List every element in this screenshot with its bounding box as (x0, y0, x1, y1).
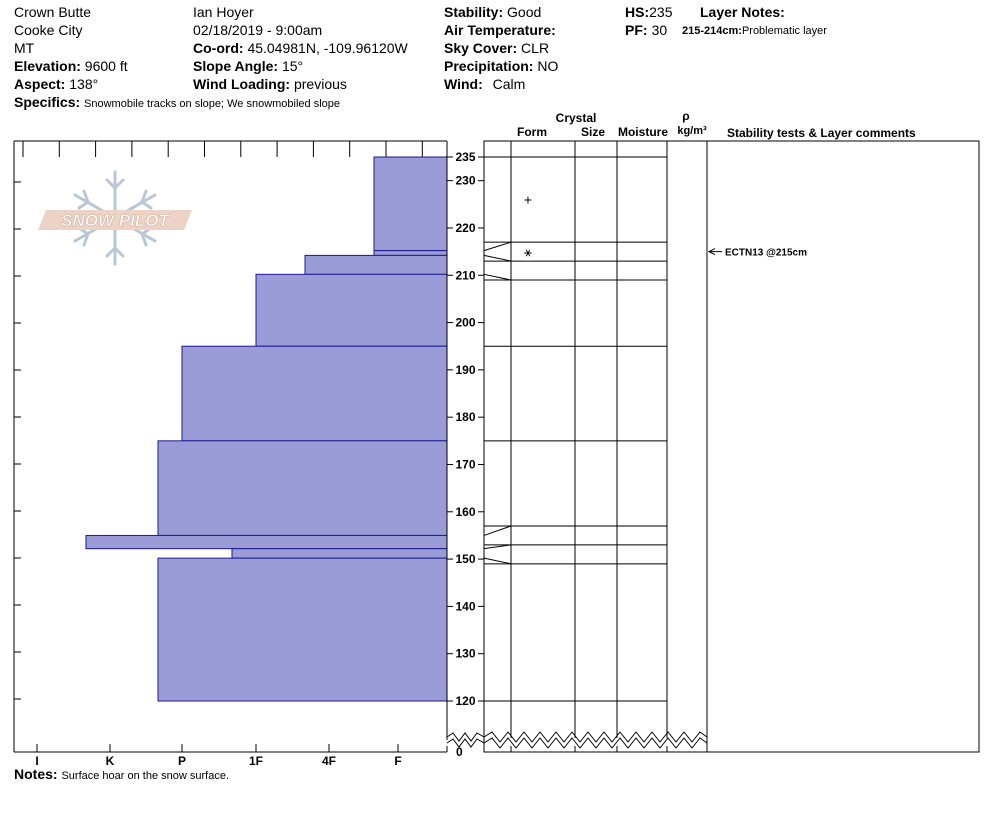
hardness-bar (373, 250, 448, 256)
precip-value: NO (537, 58, 559, 74)
pf-row: PF: 30 (625, 22, 668, 38)
aspect-row: Aspect: 138° (14, 76, 99, 92)
stability-test-annotation: ECTN13 @215cm (707, 248, 807, 259)
crystal-table (483, 140, 980, 753)
pf-value: 30 (651, 22, 668, 38)
layer-connector (483, 254, 512, 262)
pit-info: HS:235 PF: 30 (625, 3, 672, 39)
form-header: Form (517, 125, 547, 139)
layer-connector (483, 544, 512, 550)
stability-row: Stability: Good (444, 4, 542, 20)
hardness-tick-label: I (35, 754, 38, 768)
observation-datetime: 02/18/2019 - 9:00am (193, 22, 323, 38)
hardness-graph: I K P 1F 4F F (13, 140, 448, 768)
snowpilot-logo-text: SNOW PILOT (61, 211, 170, 230)
layer-connector (483, 525, 512, 536)
layer-connector (483, 273, 512, 281)
moisture-header: Moisture (618, 125, 668, 139)
hardness-bar (255, 273, 448, 347)
height-tick-label: 210 (455, 268, 475, 282)
precip-row: Precipitation: NO (444, 58, 559, 74)
layer-connector (483, 557, 512, 565)
air-temp-row: Air Temperature: (444, 22, 556, 38)
hardness-bar (304, 254, 448, 275)
hardness-tick-label: 1F (249, 754, 263, 768)
hardness-bar (231, 548, 448, 559)
state: MT (14, 40, 35, 56)
location-name: Crown Butte (14, 4, 92, 20)
coord-row: Co-ord: 45.04981N, -109.96120W (193, 40, 408, 56)
height-tick-label: 220 (455, 221, 475, 235)
range-name: Cooke City (14, 22, 83, 38)
height-tick-label: 235 (455, 150, 475, 164)
site-info: Crown Butte Cooke City MT Elevation: 960… (14, 3, 340, 113)
precipitation-particle-icon: + (524, 192, 532, 208)
elevation-value: 9600 ft (84, 58, 128, 74)
hardness-tick-label: P (178, 754, 186, 768)
height-tick-label: 180 (455, 410, 475, 424)
specifics-row: Specifics: Snowmobile tracks on slope; W… (14, 94, 341, 110)
height-tick-label: 120 (455, 694, 475, 708)
height-axis: 120130140150160170180190200210220230235 … (446, 141, 485, 759)
layer-note-range: 215-214cm: (682, 25, 742, 37)
hardness-tick-label: 4F (322, 754, 336, 768)
crystal-symbols: + ⚹ (524, 192, 532, 260)
sky-value: CLR (521, 40, 550, 56)
height-tick-label: 200 (455, 316, 475, 330)
arrow-icon (707, 248, 722, 256)
observer-name: Ian Hoyer (193, 4, 254, 20)
stability-value: Good (507, 4, 542, 20)
weather-info: Stability: Good Air Temperature: Sky Cov… (444, 3, 558, 93)
stability-test-label: ECTN13 @215cm (725, 248, 807, 259)
wind-loading-row: Wind Loading: previous (193, 76, 347, 92)
notes-row: Notes: Surface hoar on the snow surface. (14, 766, 229, 782)
aspect-value: 138° (69, 76, 99, 92)
layer-notes-title: Layer Notes: (700, 4, 785, 20)
elevation-row: Elevation: 9600 ft (14, 58, 128, 74)
density-symbol: ρ (682, 109, 689, 123)
column-headers: Crystal Form Size Moisture ρ kg/m³ Stabi… (517, 109, 916, 140)
size-header: Size (581, 125, 605, 139)
observation-info: Ian Hoyer 02/18/2019 - 9:00am Co-ord: 45… (193, 3, 408, 93)
sky-row: Sky Cover: CLR (444, 40, 550, 56)
slope-value: 15° (281, 58, 304, 74)
density-unit: kg/m³ (677, 125, 707, 137)
stability-tests-header: Stability tests & Layer comments (727, 126, 916, 140)
notes-text: Surface hoar on the snow surface. (61, 770, 229, 782)
hardness-bar (181, 345, 448, 442)
hs-row: HS:235 (625, 4, 673, 20)
height-tick-label: 140 (455, 599, 475, 613)
wind-row: Wind: Calm (444, 76, 526, 92)
height-tick-label: 190 (455, 363, 475, 377)
hardness-tick-label: K (106, 754, 115, 768)
height-tick-label: 170 (455, 457, 475, 471)
hardness-bar (157, 557, 448, 702)
slope-row: Slope Angle: 15° (193, 58, 304, 74)
height-tick-label: 150 (455, 552, 475, 566)
wind-loading-value: previous (293, 76, 347, 92)
crystal-header: Crystal (556, 111, 597, 125)
specifics-value: Snowmobile tracks on slope; We snowmobil… (84, 98, 341, 110)
surface-hoar-icon: ⚹ (524, 245, 532, 260)
height-tick-label: 230 (455, 174, 475, 188)
height-tick-label: 160 (455, 505, 475, 519)
hardness-bar (373, 156, 448, 252)
hardness-bar (85, 534, 448, 550)
axis-break (446, 731, 708, 749)
wind-value: Calm (492, 76, 526, 92)
height-tick-label: 0 (456, 745, 463, 759)
height-tick-label: 130 (455, 647, 475, 661)
hs-value: 235 (649, 4, 673, 20)
hardness-bar (157, 440, 448, 536)
layer-connector (483, 241, 512, 252)
coord-value: 45.04981N, -109.96120W (247, 40, 408, 56)
snowpilot-logo: SNOW PILOT (38, 170, 192, 266)
hardness-tick-label: F (394, 754, 401, 768)
layer-note: 215-214cm:Problematic layer (682, 22, 827, 40)
layer-note-text: Problematic layer (741, 25, 827, 37)
